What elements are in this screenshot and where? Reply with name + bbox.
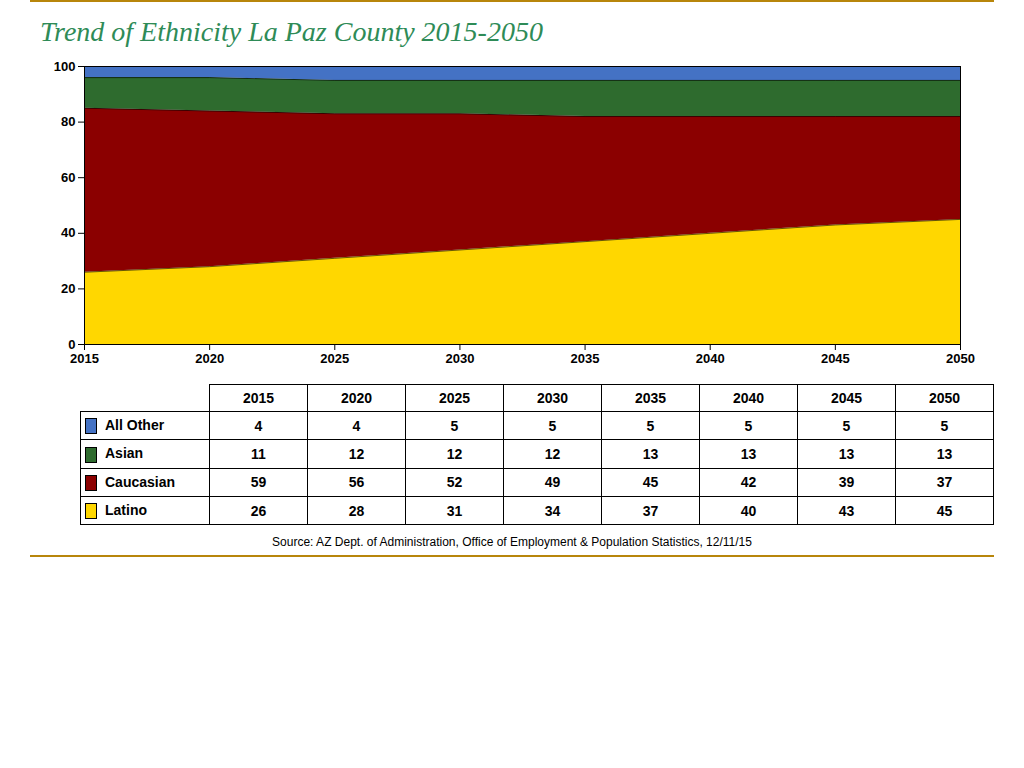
html-text:All Other: All Other [105,417,165,433]
html-text:26: 26 [250,502,267,519]
html-text:52: 52 [446,474,463,491]
svg-text:20: 20 [61,281,75,296]
svg-text:2015: 2015 [70,351,99,366]
html-text:12: 12 [446,445,463,462]
html-text:4: 4 [254,417,263,434]
html-text:56: 56 [348,474,365,491]
svg-text:2020: 2020 [195,351,224,366]
html-text:5: 5 [646,417,655,434]
html-text:2035: 2035 [634,390,667,406]
html-text:37: 37 [642,502,659,519]
html-text:12: 12 [544,445,561,462]
html-text:11: 11 [251,445,266,462]
html-text:5: 5 [450,417,459,434]
html-text:39: 39 [838,474,855,491]
svg-text:2030: 2030 [445,351,474,366]
svg-text:2050: 2050 [946,351,975,366]
html-text:5: 5 [940,417,949,434]
html-text:2040: 2040 [732,390,765,406]
html-text:5: 5 [548,417,557,434]
svg-text:0: 0 [68,337,75,352]
html-text:2045: 2045 [830,390,863,406]
html-text:37: 37 [936,474,953,491]
html-text:13: 13 [642,445,659,462]
html-text:12: 12 [348,445,365,462]
html-text:5: 5 [744,417,753,434]
html-text:43: 43 [838,502,855,519]
svg-text:2035: 2035 [571,351,600,366]
svg-text:2040: 2040 [696,351,725,366]
html-text:Source: AZ Dept. of Administra: Source: AZ Dept. of Administration, Offi… [272,535,752,550]
html-text:2020: 2020 [340,390,373,406]
svg-text:60: 60 [61,170,75,185]
html-text:13: 13 [838,445,855,462]
html-text:2050: 2050 [928,390,961,406]
svg-text:2025: 2025 [320,351,349,366]
html-text:34: 34 [544,502,561,519]
html-text:28: 28 [348,502,365,519]
html-text:2015: 2015 [242,390,275,406]
svg-text:2045: 2045 [821,351,850,366]
svg-text:40: 40 [61,225,75,240]
html-text:2025: 2025 [438,390,471,406]
html-text:45: 45 [642,474,659,491]
html-text:Trend of Ethnicity La Paz Coun: Trend of Ethnicity La Paz County 2015-20… [40,16,543,47]
html-text:42: 42 [740,474,757,491]
html-text:5: 5 [842,417,851,434]
html-text:2030: 2030 [536,390,569,406]
html-text:Asian: Asian [105,445,144,462]
html-text:13: 13 [936,445,953,462]
html-text:59: 59 [250,474,267,491]
svg-text:80: 80 [61,114,75,129]
html-text:40: 40 [740,502,757,519]
html-text:Latino: Latino [105,501,147,518]
html-text:31: 31 [446,502,463,519]
html-text:49: 49 [544,474,561,491]
html-text:13: 13 [740,445,757,462]
svg-text:100: 100 [54,59,76,74]
html-text:45: 45 [936,502,953,519]
html-text:Caucasian: Caucasian [105,473,175,490]
html-text:4: 4 [352,417,361,434]
